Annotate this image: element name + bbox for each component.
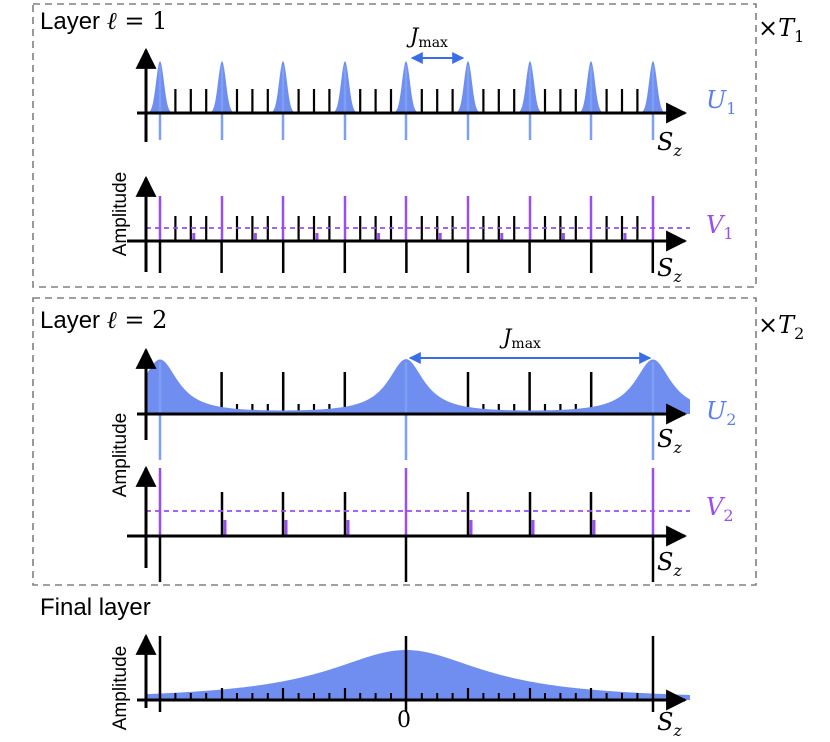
final-zero-tick-label: 0	[397, 708, 411, 733]
layer1-box	[32, 3, 757, 288]
layer2-box	[32, 297, 757, 586]
v2-label: V2	[706, 493, 734, 525]
v2-delta-lines	[158, 468, 655, 536]
u1-peaks	[146, 61, 670, 113]
u2-jmax-label: Jmax	[499, 325, 541, 352]
final-sz-label: Sz	[657, 708, 682, 740]
amplitude-label-1: Amplitude	[110, 172, 131, 257]
v2-ticks	[158, 492, 655, 582]
amplitude-label-2: Amplitude	[110, 413, 131, 498]
final-distribution	[146, 650, 690, 700]
u2-label: U2	[706, 397, 736, 429]
amplitude-label-3: Amplitude	[110, 646, 131, 731]
u2-peaks	[146, 359, 690, 414]
layer1-title: Layer ℓ = 1	[40, 7, 167, 35]
final-title: Final layer	[40, 594, 151, 621]
panel-final: 0 Sz	[135, 633, 690, 740]
v1-label: V1	[706, 211, 734, 243]
panel-u2: Jmax U2 Sz	[135, 325, 736, 460]
u1-sz-label: Sz	[657, 128, 682, 160]
layer2-multiplier: ×T2	[758, 311, 804, 343]
panel-u1: Jmax U1 Sz	[135, 24, 736, 160]
u2-sz-label: Sz	[657, 425, 682, 457]
u1-ticks	[174, 89, 639, 113]
layer2-title: Layer ℓ = 2	[40, 306, 167, 334]
panel-v2: V2 Sz	[127, 465, 734, 582]
v2-sz-label: Sz	[657, 548, 682, 580]
layer1-multiplier: ×T1	[758, 14, 804, 46]
u1-delta-lines	[158, 66, 655, 140]
v1-delta-lines	[158, 196, 655, 241]
u1-label: U1	[706, 86, 736, 118]
u2-delta-lines	[158, 362, 655, 460]
panel-v1: V1 Sz	[127, 175, 734, 286]
v1-sz-label: Sz	[657, 254, 682, 286]
u1-jmax-label: Jmax	[406, 24, 448, 51]
